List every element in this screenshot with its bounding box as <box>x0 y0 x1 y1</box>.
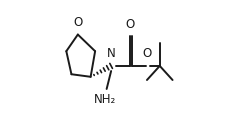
Text: O: O <box>126 18 135 31</box>
Text: NH₂: NH₂ <box>94 93 116 106</box>
Text: O: O <box>73 16 82 29</box>
Text: N: N <box>107 47 115 60</box>
Text: O: O <box>142 47 152 60</box>
